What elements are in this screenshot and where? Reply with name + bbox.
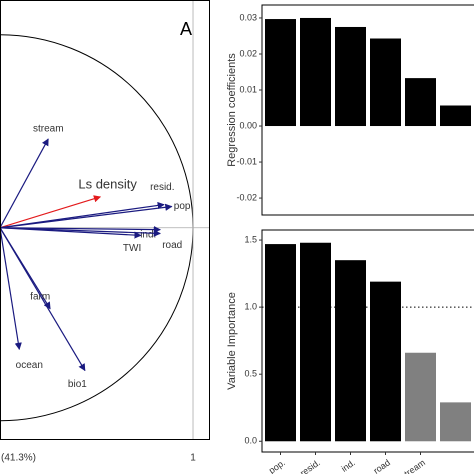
vector-label: road [162,240,182,251]
bar [265,19,296,127]
vector-label: farm [30,291,50,302]
y-tick-label: 0.0 [244,436,257,446]
bar [335,260,366,442]
y-tick-label: 1.0 [244,302,257,312]
vector-label: ind. [140,229,156,240]
y-tick-label: -0.02 [236,192,257,202]
vector-label: resid. [150,182,174,193]
vector-label: TWI [123,243,141,254]
vector-label: ocean [16,360,43,371]
y-tick-label: -0.01 [236,156,257,166]
vector-arrow [0,225,161,234]
biplot: o7streamLs densityresid.popind.roadTWIfa… [0,0,210,440]
y-tick-label: 0.01 [239,84,257,94]
vector-arrow [0,227,142,239]
x-tick-label: 1 [190,453,196,464]
bar [300,242,331,442]
panel-label: A [180,19,192,39]
vector-arrow [0,227,86,372]
bar [405,352,436,442]
vector-label: pop [174,201,191,212]
bar [440,105,471,127]
y-axis-label: Regression coefficients [226,53,238,167]
vector-label: Ls density [78,176,137,191]
panel-border [0,0,210,440]
panel-border [261,229,474,453]
y-tick-label: 0.03 [239,12,257,22]
vector-arrow [0,203,173,229]
bar [440,402,471,442]
y-tick-label: 0.02 [239,48,257,58]
bar [370,38,401,127]
vector-arrow [0,138,49,229]
bar [265,244,296,442]
x-axis-label: (41.3%) [1,453,36,464]
bar [335,26,366,127]
panel-border [261,4,474,216]
vector-arrow [0,195,102,229]
y-tick-label: 0.00 [239,120,257,130]
vector-arrow [0,227,22,351]
y-tick-label: 0.5 [244,369,257,379]
y-tick-label: 1.5 [244,234,257,244]
bar [300,17,331,127]
vector-label: stream [33,124,64,135]
bar [405,78,436,127]
vector-label: bio1 [68,379,87,390]
bar [370,281,401,442]
y-axis-label: Variable Importance [226,292,238,390]
